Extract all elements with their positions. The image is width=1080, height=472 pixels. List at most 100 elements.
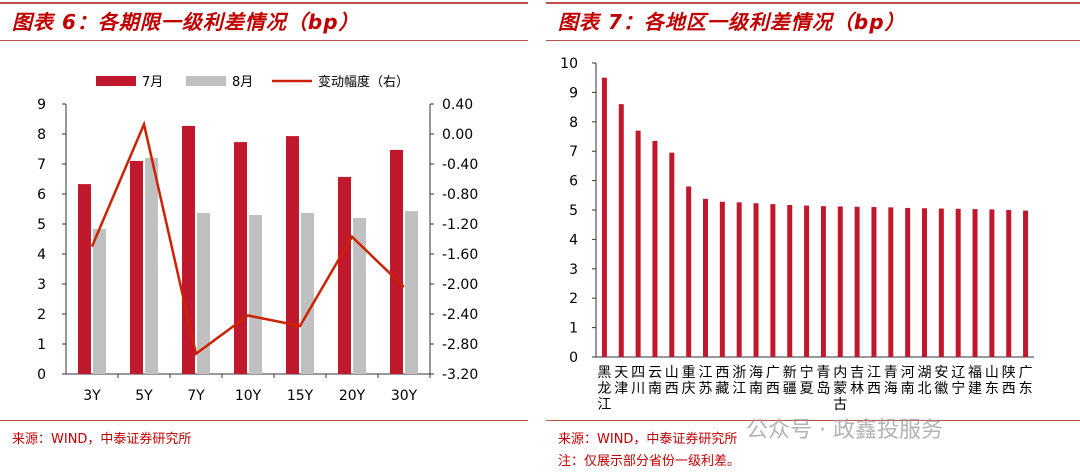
- x-tick-label: 20Y: [339, 388, 366, 404]
- x-tick-label: 青岛: [816, 365, 830, 397]
- title-rule: [0, 40, 528, 41]
- x-tick-label: 新疆: [783, 365, 797, 397]
- bar-aug: [249, 215, 262, 374]
- x-tick-label: 广东: [1019, 365, 1033, 397]
- y2-tick-label: -3.20: [442, 367, 478, 383]
- bar-region: [888, 207, 894, 357]
- bar-jul: [286, 136, 299, 374]
- bar-region: [922, 208, 927, 357]
- x-tick-label: 5Y: [135, 388, 153, 404]
- x-tick-label: 山西: [665, 365, 679, 397]
- x-tick-label: 吉林: [850, 365, 864, 397]
- y-tick-label: 3: [37, 277, 46, 293]
- bar-region: [787, 205, 793, 357]
- bar-region: [804, 205, 810, 357]
- bar-jul: [78, 184, 91, 374]
- y2-tick-label: -1.20: [442, 217, 478, 233]
- y-tick-label: 4: [569, 232, 578, 248]
- y-tick-label: 2: [569, 291, 578, 307]
- bar-region: [618, 104, 624, 357]
- bar-region: [1006, 210, 1012, 357]
- bar-region: [719, 201, 725, 357]
- x-tick-label: 四川: [631, 365, 645, 397]
- x-tick-label: 湖北: [918, 365, 932, 397]
- footer-rule: [546, 420, 1080, 421]
- bar-region: [652, 140, 658, 357]
- legend-label-aug: 8月: [232, 75, 253, 90]
- y-tick-label: 9: [37, 97, 46, 113]
- bar-region: [955, 208, 961, 357]
- y-tick-label: 0: [569, 350, 578, 366]
- bar-aug: [301, 212, 314, 374]
- bar-aug: [93, 229, 106, 374]
- x-tick-label: 重庆: [682, 365, 696, 397]
- x-tick-label: 10Y: [235, 388, 262, 404]
- x-tick-label: 山东: [985, 365, 999, 397]
- bar-region: [854, 206, 860, 357]
- bar-region: [871, 207, 877, 357]
- bar-region: [669, 152, 675, 357]
- x-tick-label: 河南: [901, 365, 915, 397]
- bar-region: [686, 186, 692, 357]
- legend-label-jul: 7月: [142, 75, 163, 90]
- x-tick-label: 内蒙古: [833, 365, 847, 413]
- x-tick-label: 安徽: [934, 365, 948, 397]
- y-tick-label: 9: [569, 85, 578, 101]
- y-tick-label: 7: [37, 157, 46, 173]
- y-tick-label: 6: [37, 187, 46, 203]
- y2-tick-label: 0.40: [442, 97, 473, 113]
- footer-rule: [0, 420, 528, 421]
- bar-region: [820, 206, 826, 357]
- chart-panel-term: 图表 6：各期限一级利差情况（bp） 0 1 2 3 4 5 6 7 8 9 0.40 0.00 -0.…: [0, 0, 528, 472]
- y2-tick-label: -2.80: [442, 337, 478, 353]
- y-tick-label: 5: [569, 203, 578, 219]
- x-tick-label: 广西: [766, 365, 780, 397]
- y2-tick-label: -2.40: [442, 307, 478, 323]
- source-note: 来源：WIND，中泰证券研究所: [12, 432, 192, 447]
- footnote: 注：仅展示部分省份一级利差。: [558, 454, 741, 469]
- legend-swatch-jul: [96, 76, 136, 86]
- bar-region: [601, 77, 607, 357]
- title-rule: [546, 40, 1080, 41]
- bar-jul: [130, 161, 143, 374]
- term-spread-chart: 0 1 2 3 4 5 6 7 8 9 0.40 0.00 -0.40 -0.80 -1.20 -1.60 -2…: [37, 74, 478, 404]
- x-tick-label: 黑龙江: [597, 365, 611, 413]
- bar-region: [989, 209, 995, 357]
- source-note: 来源：WIND，中泰证券研究所: [558, 432, 738, 447]
- bar-region: [635, 130, 641, 357]
- x-tick-label: 云南: [648, 365, 662, 397]
- bar-region: [905, 207, 911, 357]
- y-tick-label: 2: [37, 307, 46, 323]
- bar-aug: [197, 212, 210, 374]
- x-tick-label: 3Y: [83, 388, 101, 404]
- x-tick-label: 30Y: [391, 388, 418, 404]
- x-tick-label: 江西: [867, 365, 881, 397]
- bar-jul: [338, 176, 351, 374]
- y-tick-label: 7: [569, 144, 578, 160]
- y-tick-label: 8: [569, 115, 578, 131]
- bar-jul: [182, 125, 195, 375]
- y-tick-label: 5: [37, 217, 46, 233]
- y-tick-label: 3: [569, 262, 578, 278]
- x-tick-label: 天津: [614, 365, 628, 397]
- y-tick-label: 4: [37, 247, 46, 263]
- bar-region: [736, 202, 742, 357]
- y2-tick-label: 0.00: [442, 127, 473, 143]
- y2-tick-label: -0.80: [442, 187, 478, 203]
- top-rule: [0, 2, 528, 4]
- y-tick-label: 10: [560, 56, 578, 72]
- y2-tick-label: -1.60: [442, 247, 478, 263]
- y2-tick-label: -0.40: [442, 157, 478, 173]
- bar-jul: [234, 142, 247, 374]
- y-tick-label: 8: [37, 127, 46, 143]
- bar-aug: [145, 158, 158, 374]
- x-tick-label: 7Y: [187, 388, 205, 404]
- region-spread-chart: 012345678910黑龙江天津四川云南山西重庆江苏西藏浙江海南广西新疆宁夏青…: [560, 56, 1034, 413]
- x-tick-label: 宁夏: [800, 364, 814, 397]
- y-tick-label: 6: [569, 174, 578, 190]
- y-tick-label: 1: [37, 337, 46, 353]
- bar-aug: [405, 211, 418, 374]
- x-tick-label: 浙江: [732, 365, 746, 397]
- bar-region: [753, 203, 759, 357]
- line-change: [90, 120, 405, 356]
